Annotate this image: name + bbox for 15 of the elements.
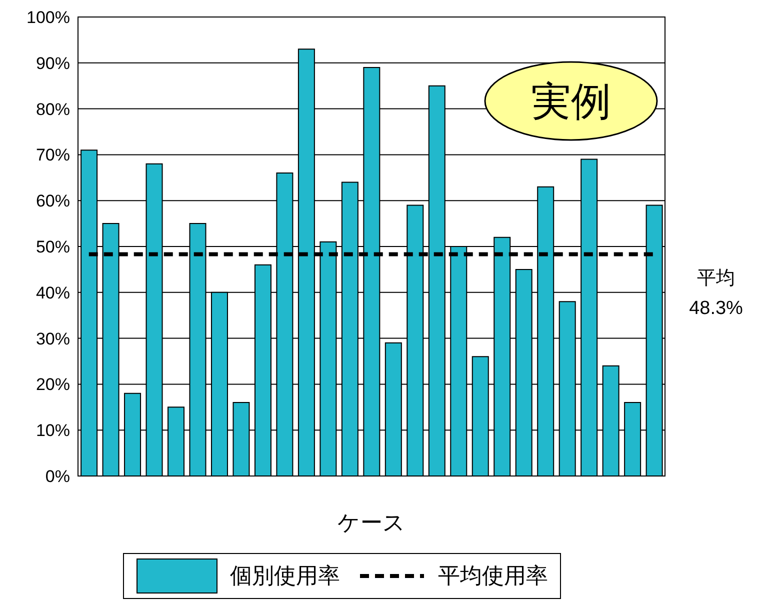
y-tick-label: 20% [36,375,70,394]
y-tick-label: 30% [36,329,70,348]
y-tick-label: 40% [36,283,70,302]
legend-label: 個別使用率 [230,562,340,590]
text: 平均 48.3% [688,267,744,321]
y-tick-label: 50% [36,238,70,257]
x-axis-title: ケース [336,509,406,537]
y-tick-label: 0% [45,467,70,486]
y-tick-label: 10% [36,421,70,440]
legend-label: 平均使用率 [438,562,548,590]
y-tick-label: 70% [36,146,70,165]
y-tick-label: 100% [26,8,70,28]
y-tick-label: 90% [36,54,70,73]
y-tick-label: 80% [36,100,70,119]
y-tick-label: 60% [36,192,70,211]
